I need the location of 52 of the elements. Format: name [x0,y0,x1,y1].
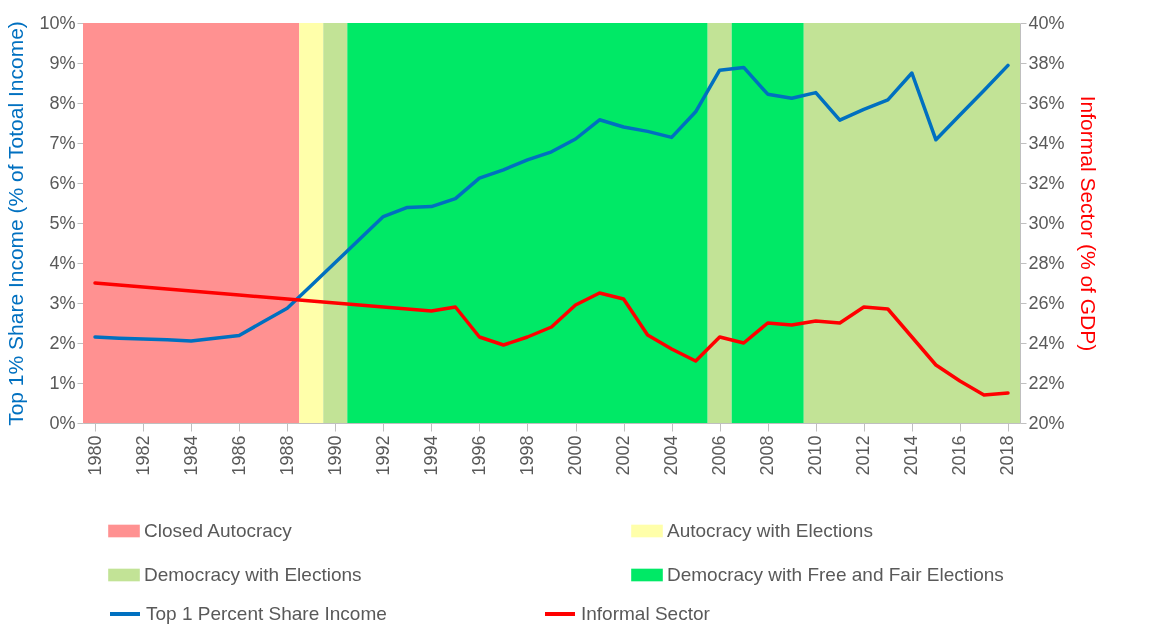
x-tick-label: 2010 [805,435,826,476]
y-tick-label: 7% [49,132,76,153]
y-tick-label: 6% [49,172,76,193]
legend-label: Democracy with Free and Fair Elections [667,564,1004,585]
legend-label: Closed Autocracy [144,520,293,541]
legend-label: Top 1 Percent Share Income [146,603,387,624]
y2-axis-title: Informal Sector (% of GDP) [1076,95,1100,352]
y2-tick-label: 34% [1028,132,1065,153]
x-tick-label: 2008 [757,435,778,476]
line-series [93,63,1010,343]
x-tick-label: 1994 [420,435,441,476]
y2-tick-label: 30% [1028,212,1065,233]
y-tick-label: 1% [49,372,76,393]
x-tick-label: 2014 [901,435,922,476]
y2-tick-label: 32% [1028,172,1065,193]
x-tick-label: 2012 [853,435,874,476]
x-tick-label: 1984 [180,435,201,476]
line-series [93,281,1010,397]
y-axis-title: Top 1% Share Income (% of Totoal Income) [4,21,28,426]
x-tick-label: 1990 [324,435,345,476]
x-tick-label: 1982 [132,435,153,476]
x-tick-label: 2002 [613,435,634,476]
y2-tick-label: 26% [1028,292,1065,313]
x-tick-label: 1988 [276,435,297,476]
x-tick-label: 2016 [949,435,970,476]
x-tick-label: 1986 [228,435,249,476]
y-tick-label: 4% [49,252,76,273]
legend-label: Informal Sector [581,603,711,624]
x-tick-label: 1980 [84,435,105,476]
y2-tick-label: 28% [1028,252,1065,273]
x-tick-label: 2006 [709,435,730,476]
y2-tick-label: 22% [1028,372,1065,393]
x-tick-label: 1998 [516,435,537,476]
y2-tick-label: 20% [1028,412,1065,433]
y2-tick-label: 24% [1028,332,1065,353]
x-tick-label: 1996 [468,435,489,476]
y-tick-label: 10% [39,12,76,33]
x-tick-label: 1992 [372,435,393,476]
x-tick-label: 2000 [565,435,586,476]
y2-tick-label: 40% [1028,12,1065,33]
y2-tick-label: 36% [1028,92,1065,113]
y2-tick-label: 38% [1028,52,1065,73]
legend-label: Autocracy with Elections [667,520,873,541]
x-tick-label: 2018 [997,435,1018,476]
y-tick-label: 0% [49,412,76,433]
y-tick-label: 8% [49,92,76,113]
y-tick-label: 2% [49,332,76,353]
y-tick-label: 9% [49,52,76,73]
y-tick-label: 3% [49,292,76,313]
legend-label: Democracy with Elections [144,564,362,585]
x-tick-label: 2004 [661,435,682,476]
y-tick-label: 5% [49,212,76,233]
